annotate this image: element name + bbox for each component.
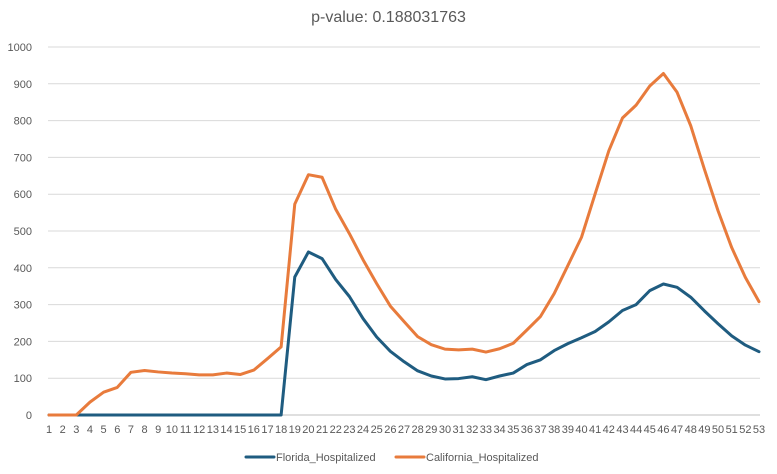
x-tick-label: 22 xyxy=(330,424,342,436)
x-tick-label: 9 xyxy=(155,424,161,436)
x-axis-ticks: 1 2 3 4 5 6 7 8 9 10 11 12 13 14 15 16 17 18 19 20 21 22 23 24 2… xyxy=(46,424,765,436)
x-tick-label: 4 xyxy=(87,424,93,436)
y-axis-ticks: 0 100 200 300 400 500 600 700 800 900 1000 xyxy=(8,42,32,422)
x-tick-label: 51 xyxy=(726,424,738,436)
x-tick-label: 27 xyxy=(398,424,410,436)
x-tick-label: 28 xyxy=(412,424,424,436)
legend-label: California_Hospitalized xyxy=(426,452,539,464)
x-tick-label: 34 xyxy=(493,424,505,436)
x-tick-label: 37 xyxy=(534,424,546,436)
x-tick-label: 21 xyxy=(316,424,328,436)
x-tick-label: 49 xyxy=(698,424,710,436)
chart-title: p-value: 0.188031763 xyxy=(311,9,466,26)
x-tick-label: 33 xyxy=(480,424,492,436)
x-tick-label: 14 xyxy=(220,424,232,436)
series-line-california-hospitalized xyxy=(47,72,761,417)
legend-label: Florida_Hospitalized xyxy=(276,452,376,464)
x-tick-label: 3 xyxy=(73,424,79,436)
y-tick-label: 800 xyxy=(14,116,32,128)
series-line-florida-hospitalized xyxy=(47,250,761,417)
x-tick-label: 19 xyxy=(289,424,301,436)
x-tick-label: 6 xyxy=(114,424,120,436)
x-tick-label: 31 xyxy=(452,424,464,436)
x-tick-label: 26 xyxy=(384,424,396,436)
y-tick-label: 1000 xyxy=(8,42,32,54)
y-tick-label: 200 xyxy=(14,336,32,348)
x-tick-label: 40 xyxy=(575,424,587,436)
x-tick-label: 47 xyxy=(671,424,683,436)
y-tick-label: 100 xyxy=(14,373,32,385)
y-tick-label: 900 xyxy=(14,79,32,91)
x-tick-label: 2 xyxy=(60,424,66,436)
x-tick-label: 1 xyxy=(46,424,52,436)
x-tick-label: 13 xyxy=(207,424,219,436)
x-tick-label: 35 xyxy=(507,424,519,436)
y-tick-label: 0 xyxy=(26,410,32,422)
x-tick-label: 43 xyxy=(616,424,628,436)
x-tick-label: 23 xyxy=(343,424,355,436)
series-lines xyxy=(47,72,761,417)
x-tick-label: 38 xyxy=(548,424,560,436)
x-tick-label: 10 xyxy=(166,424,178,436)
x-tick-label: 36 xyxy=(521,424,533,436)
x-tick-label: 15 xyxy=(234,424,246,436)
x-tick-label: 44 xyxy=(630,424,642,436)
x-tick-label: 41 xyxy=(589,424,601,436)
x-tick-label: 30 xyxy=(439,424,451,436)
x-tick-label: 39 xyxy=(562,424,574,436)
y-tick-label: 400 xyxy=(14,263,32,275)
x-tick-label: 42 xyxy=(603,424,615,436)
x-tick-label: 29 xyxy=(425,424,437,436)
y-tick-label: 700 xyxy=(14,152,32,164)
x-tick-label: 25 xyxy=(371,424,383,436)
x-tick-label: 17 xyxy=(261,424,273,436)
x-tick-label: 12 xyxy=(193,424,205,436)
x-tick-label: 8 xyxy=(142,424,148,436)
x-tick-label: 53 xyxy=(753,424,765,436)
x-tick-label: 20 xyxy=(302,424,314,436)
x-tick-label: 50 xyxy=(712,424,724,436)
x-tick-label: 11 xyxy=(180,424,191,436)
x-tick-label: 48 xyxy=(685,424,697,436)
x-tick-label: 24 xyxy=(357,424,369,436)
x-tick-label: 45 xyxy=(644,424,656,436)
legend: Florida_Hospitalized California_Hospitali… xyxy=(244,452,539,464)
y-tick-label: 500 xyxy=(14,226,32,238)
x-tick-label: 16 xyxy=(248,424,260,436)
x-tick-label: 32 xyxy=(466,424,478,436)
y-tick-label: 600 xyxy=(14,189,32,201)
gridlines xyxy=(48,46,760,416)
y-tick-label: 300 xyxy=(14,300,32,312)
x-tick-label: 5 xyxy=(101,424,107,436)
x-tick-label: 7 xyxy=(128,424,134,436)
x-tick-label: 52 xyxy=(739,424,751,436)
x-tick-label: 18 xyxy=(275,424,287,436)
x-tick-label: 46 xyxy=(657,424,669,436)
